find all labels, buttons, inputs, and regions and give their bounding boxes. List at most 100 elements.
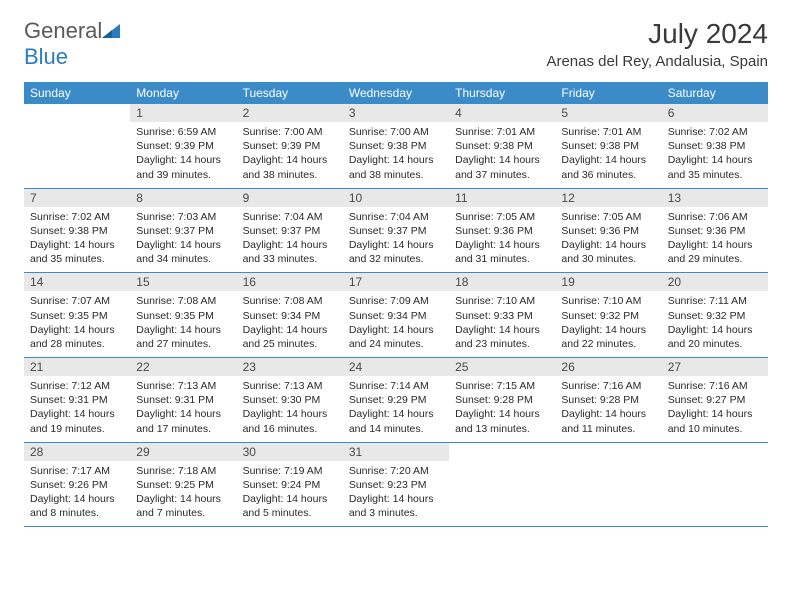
day-info: Sunrise: 7:00 AMSunset: 9:38 PMDaylight:… — [343, 122, 449, 188]
day-info: Sunrise: 7:12 AMSunset: 9:31 PMDaylight:… — [24, 376, 130, 442]
day-info: Sunrise: 7:16 AMSunset: 9:27 PMDaylight:… — [662, 376, 768, 442]
weekday-header: Friday — [555, 82, 661, 104]
calendar-cell: 17Sunrise: 7:09 AMSunset: 9:34 PMDayligh… — [343, 273, 449, 358]
calendar-cell: 3Sunrise: 7:00 AMSunset: 9:38 PMDaylight… — [343, 104, 449, 188]
day-info: Sunrise: 7:05 AMSunset: 9:36 PMDaylight:… — [449, 207, 555, 273]
day-number: 4 — [449, 104, 555, 122]
day-info: Sunrise: 6:59 AMSunset: 9:39 PMDaylight:… — [130, 122, 236, 188]
calendar-cell — [555, 442, 661, 527]
calendar-cell: 12Sunrise: 7:05 AMSunset: 9:36 PMDayligh… — [555, 188, 661, 273]
calendar-cell: 13Sunrise: 7:06 AMSunset: 9:36 PMDayligh… — [662, 188, 768, 273]
weekday-header: Monday — [130, 82, 236, 104]
title-block: July 2024 Arenas del Rey, Andalusia, Spa… — [546, 18, 768, 70]
logo-text-general: General — [24, 18, 102, 43]
day-number: 11 — [449, 189, 555, 207]
day-info: Sunrise: 7:18 AMSunset: 9:25 PMDaylight:… — [130, 461, 236, 527]
calendar-cell: 28Sunrise: 7:17 AMSunset: 9:26 PMDayligh… — [24, 442, 130, 527]
day-info: Sunrise: 7:15 AMSunset: 9:28 PMDaylight:… — [449, 376, 555, 442]
day-number: 28 — [24, 443, 130, 461]
day-number: 5 — [555, 104, 661, 122]
day-info: Sunrise: 7:00 AMSunset: 9:39 PMDaylight:… — [237, 122, 343, 188]
day-info: Sunrise: 7:13 AMSunset: 9:31 PMDaylight:… — [130, 376, 236, 442]
day-info: Sunrise: 7:01 AMSunset: 9:38 PMDaylight:… — [449, 122, 555, 188]
day-info: Sunrise: 7:19 AMSunset: 9:24 PMDaylight:… — [237, 461, 343, 527]
day-number: 6 — [662, 104, 768, 122]
day-info: Sunrise: 7:07 AMSunset: 9:35 PMDaylight:… — [24, 291, 130, 357]
calendar-cell — [24, 104, 130, 188]
calendar-row: 14Sunrise: 7:07 AMSunset: 9:35 PMDayligh… — [24, 273, 768, 358]
day-number: 21 — [24, 358, 130, 376]
weekday-header: Thursday — [449, 82, 555, 104]
calendar-cell: 11Sunrise: 7:05 AMSunset: 9:36 PMDayligh… — [449, 188, 555, 273]
logo-triangle-icon — [102, 24, 120, 38]
day-info: Sunrise: 7:04 AMSunset: 9:37 PMDaylight:… — [237, 207, 343, 273]
calendar-cell: 18Sunrise: 7:10 AMSunset: 9:33 PMDayligh… — [449, 273, 555, 358]
day-info: Sunrise: 7:01 AMSunset: 9:38 PMDaylight:… — [555, 122, 661, 188]
calendar-cell — [449, 442, 555, 527]
calendar-cell: 26Sunrise: 7:16 AMSunset: 9:28 PMDayligh… — [555, 358, 661, 443]
day-info: Sunrise: 7:11 AMSunset: 9:32 PMDaylight:… — [662, 291, 768, 357]
calendar-row: 1Sunrise: 6:59 AMSunset: 9:39 PMDaylight… — [24, 104, 768, 188]
day-info: Sunrise: 7:02 AMSunset: 9:38 PMDaylight:… — [662, 122, 768, 188]
day-number: 30 — [237, 443, 343, 461]
day-number: 9 — [237, 189, 343, 207]
day-number: 23 — [237, 358, 343, 376]
calendar-cell: 9Sunrise: 7:04 AMSunset: 9:37 PMDaylight… — [237, 188, 343, 273]
calendar-cell: 1Sunrise: 6:59 AMSunset: 9:39 PMDaylight… — [130, 104, 236, 188]
calendar-cell: 6Sunrise: 7:02 AMSunset: 9:38 PMDaylight… — [662, 104, 768, 188]
day-number: 29 — [130, 443, 236, 461]
day-info: Sunrise: 7:06 AMSunset: 9:36 PMDaylight:… — [662, 207, 768, 273]
logo: General Blue — [24, 18, 120, 70]
day-info: Sunrise: 7:13 AMSunset: 9:30 PMDaylight:… — [237, 376, 343, 442]
calendar-cell: 21Sunrise: 7:12 AMSunset: 9:31 PMDayligh… — [24, 358, 130, 443]
day-number: 24 — [343, 358, 449, 376]
day-number: 3 — [343, 104, 449, 122]
day-info: Sunrise: 7:04 AMSunset: 9:37 PMDaylight:… — [343, 207, 449, 273]
calendar-cell: 29Sunrise: 7:18 AMSunset: 9:25 PMDayligh… — [130, 442, 236, 527]
day-info: Sunrise: 7:05 AMSunset: 9:36 PMDaylight:… — [555, 207, 661, 273]
calendar-cell: 10Sunrise: 7:04 AMSunset: 9:37 PMDayligh… — [343, 188, 449, 273]
day-info: Sunrise: 7:14 AMSunset: 9:29 PMDaylight:… — [343, 376, 449, 442]
day-number: 17 — [343, 273, 449, 291]
day-info: Sunrise: 7:16 AMSunset: 9:28 PMDaylight:… — [555, 376, 661, 442]
day-number: 14 — [24, 273, 130, 291]
weekday-header: Saturday — [662, 82, 768, 104]
day-info: Sunrise: 7:20 AMSunset: 9:23 PMDaylight:… — [343, 461, 449, 527]
day-number: 15 — [130, 273, 236, 291]
day-number: 10 — [343, 189, 449, 207]
calendar-cell — [662, 442, 768, 527]
calendar-cell: 5Sunrise: 7:01 AMSunset: 9:38 PMDaylight… — [555, 104, 661, 188]
calendar-cell: 25Sunrise: 7:15 AMSunset: 9:28 PMDayligh… — [449, 358, 555, 443]
header: General Blue July 2024 Arenas del Rey, A… — [24, 18, 768, 70]
calendar-cell: 27Sunrise: 7:16 AMSunset: 9:27 PMDayligh… — [662, 358, 768, 443]
calendar-cell: 2Sunrise: 7:00 AMSunset: 9:39 PMDaylight… — [237, 104, 343, 188]
day-info: Sunrise: 7:10 AMSunset: 9:32 PMDaylight:… — [555, 291, 661, 357]
day-number: 1 — [130, 104, 236, 122]
weekday-header-row: Sunday Monday Tuesday Wednesday Thursday… — [24, 82, 768, 104]
calendar-cell: 30Sunrise: 7:19 AMSunset: 9:24 PMDayligh… — [237, 442, 343, 527]
logo-text-blue: Blue — [24, 44, 68, 69]
calendar-cell: 8Sunrise: 7:03 AMSunset: 9:37 PMDaylight… — [130, 188, 236, 273]
calendar-row: 21Sunrise: 7:12 AMSunset: 9:31 PMDayligh… — [24, 358, 768, 443]
day-number: 8 — [130, 189, 236, 207]
day-number: 13 — [662, 189, 768, 207]
month-title: July 2024 — [546, 18, 768, 50]
day-number: 26 — [555, 358, 661, 376]
day-number: 20 — [662, 273, 768, 291]
calendar-cell: 19Sunrise: 7:10 AMSunset: 9:32 PMDayligh… — [555, 273, 661, 358]
day-number: 7 — [24, 189, 130, 207]
day-info: Sunrise: 7:10 AMSunset: 9:33 PMDaylight:… — [449, 291, 555, 357]
calendar-cell: 14Sunrise: 7:07 AMSunset: 9:35 PMDayligh… — [24, 273, 130, 358]
day-number: 18 — [449, 273, 555, 291]
calendar-cell: 20Sunrise: 7:11 AMSunset: 9:32 PMDayligh… — [662, 273, 768, 358]
day-number: 25 — [449, 358, 555, 376]
calendar-cell: 24Sunrise: 7:14 AMSunset: 9:29 PMDayligh… — [343, 358, 449, 443]
weekday-header: Wednesday — [343, 82, 449, 104]
day-number: 12 — [555, 189, 661, 207]
day-number: 16 — [237, 273, 343, 291]
calendar-cell: 16Sunrise: 7:08 AMSunset: 9:34 PMDayligh… — [237, 273, 343, 358]
day-info: Sunrise: 7:08 AMSunset: 9:34 PMDaylight:… — [237, 291, 343, 357]
day-info: Sunrise: 7:08 AMSunset: 9:35 PMDaylight:… — [130, 291, 236, 357]
day-number: 2 — [237, 104, 343, 122]
day-number: 22 — [130, 358, 236, 376]
